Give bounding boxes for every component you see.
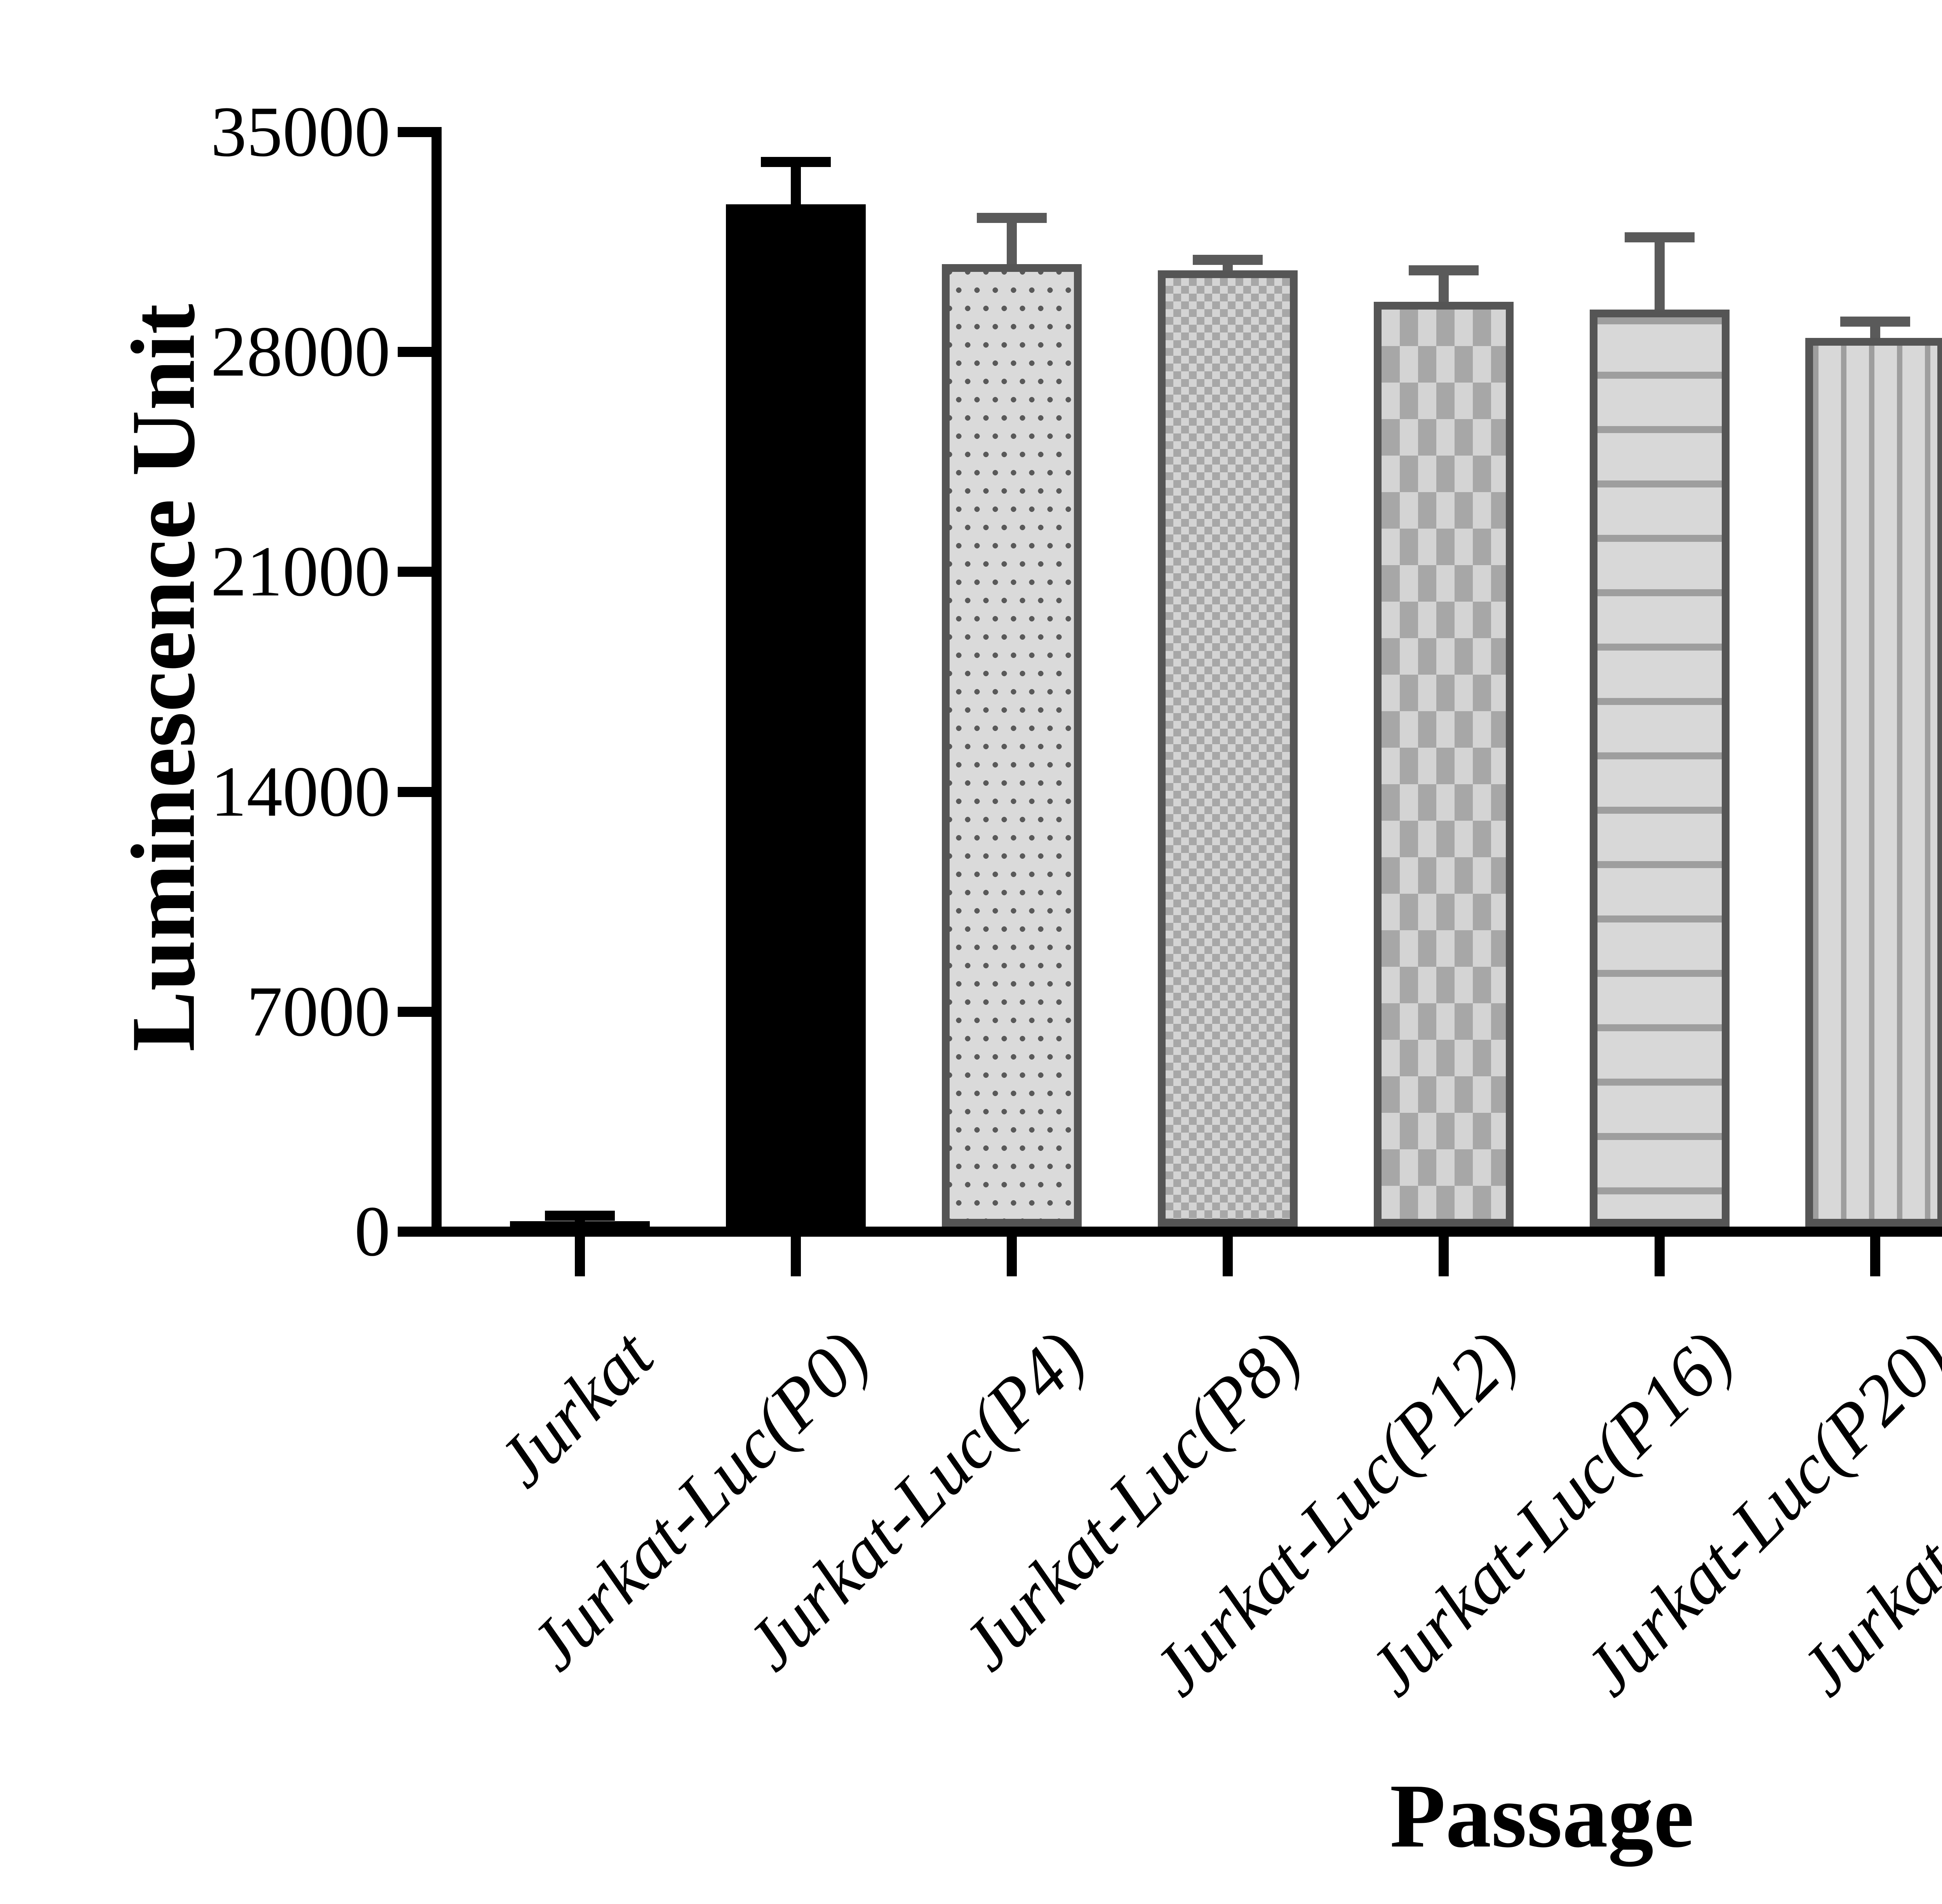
x-axis-tick	[575, 1237, 585, 1276]
bar	[1157, 270, 1298, 1227]
y-tick-label: 35000	[211, 92, 391, 172]
bar	[726, 204, 866, 1227]
error-bar-cap	[1624, 232, 1695, 242]
error-bar-cap	[976, 212, 1047, 223]
x-tick-label: Jurkat	[482, 1316, 668, 1502]
bar	[1373, 301, 1514, 1227]
error-bar-cap	[545, 1210, 615, 1221]
y-axis-tick	[398, 1227, 432, 1237]
y-axis-tick	[398, 127, 432, 137]
y-axis-tick	[398, 1006, 432, 1017]
x-axis-tick	[1438, 1237, 1449, 1276]
y-tick-label: 0	[354, 1192, 391, 1271]
x-axis-line	[432, 1227, 1942, 1237]
x-axis-tick	[790, 1237, 801, 1276]
bar	[1589, 310, 1730, 1227]
x-axis-title: Passage	[1390, 1765, 1694, 1866]
y-axis-line	[432, 127, 442, 1237]
error-bar-cap	[1192, 255, 1263, 265]
bar	[1805, 338, 1942, 1227]
bar	[510, 1221, 650, 1227]
error-bar-cap	[1408, 265, 1479, 275]
bar	[941, 264, 1082, 1227]
x-axis-tick	[1870, 1237, 1881, 1276]
y-axis-tick	[398, 347, 432, 357]
error-bar-cap	[760, 157, 831, 167]
x-axis-tick	[1006, 1237, 1017, 1276]
y-tick-label: 14000	[211, 752, 391, 832]
x-tick-label: Jurkat-Luc(P16)	[1353, 1316, 1748, 1711]
x-tick-label: Jurkat-Luc(P12)	[1137, 1316, 1532, 1711]
y-tick-label: 21000	[211, 532, 391, 612]
y-tick-label: 7000	[247, 971, 390, 1051]
x-axis-tick	[1654, 1237, 1665, 1276]
error-bar-cap	[1840, 316, 1911, 327]
y-axis-tick	[398, 567, 432, 577]
x-axis-tick	[1222, 1237, 1233, 1276]
y-axis-tick	[398, 787, 432, 797]
y-tick-label: 28000	[211, 312, 391, 392]
y-axis-title: Luminescence Unit	[113, 304, 214, 1052]
